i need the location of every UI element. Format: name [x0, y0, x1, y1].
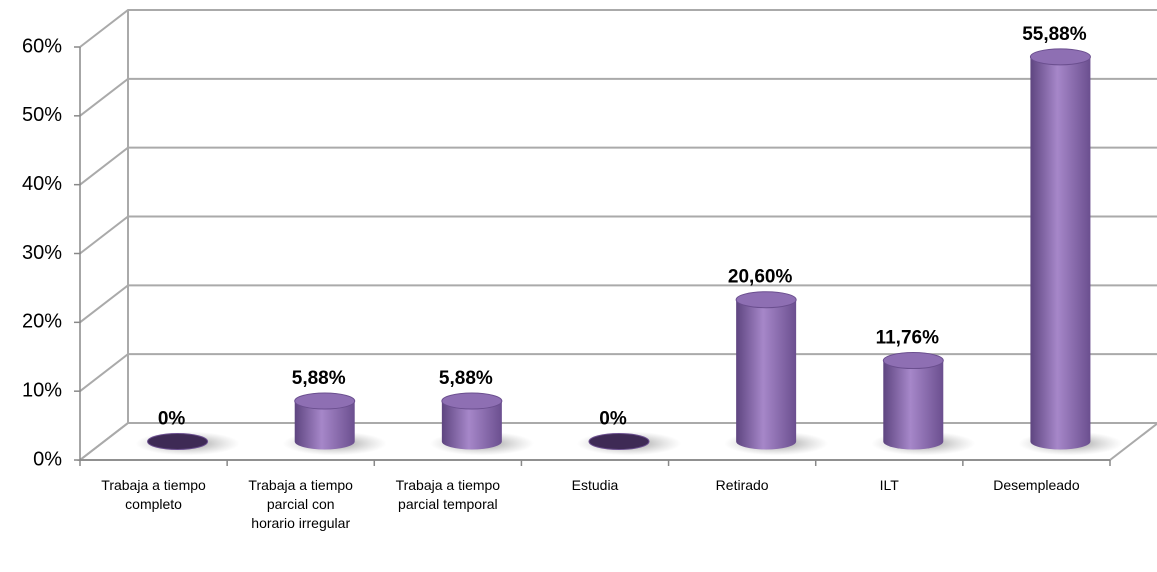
x-tick-label: Trabaja a tiempo parcial temporal [395, 477, 501, 512]
x-tick-label: Trabaja a tiempo parcial con horario irr… [248, 477, 353, 531]
value-label: 11,76% [876, 328, 939, 349]
bar [441, 392, 503, 450]
grid-line [79, 9, 1157, 48]
value-label: 55,88% [1022, 24, 1087, 45]
grid-line [79, 353, 1157, 392]
grid-line [79, 284, 1157, 324]
bar-top [735, 291, 797, 309]
y-tick-label: 0% [33, 448, 62, 470]
bar-body [883, 360, 944, 450]
y-tick-label: 60% [22, 35, 62, 57]
bar-top [147, 433, 209, 450]
bar-body [441, 401, 502, 450]
bar-top [294, 392, 356, 410]
value-label: 20,60% [728, 267, 793, 288]
y-tick-label: 20% [22, 311, 62, 333]
grid-line [79, 422, 1157, 461]
bar-top [441, 392, 503, 410]
bar [147, 433, 209, 450]
bar [1029, 48, 1091, 450]
x-tick-label: Trabaja a tiempo completo [101, 477, 206, 512]
y-tick-label: 10% [22, 379, 62, 401]
bar-top [588, 433, 650, 450]
bar-body [736, 299, 797, 450]
value-label: 0% [158, 409, 186, 430]
x-tick-label: Desempleado [993, 477, 1080, 493]
bar-body [294, 401, 355, 450]
bar [882, 352, 944, 450]
x-tick-label: Estudia [571, 477, 619, 493]
grid-line [79, 146, 1157, 186]
x-tick-label: ILT [879, 477, 899, 493]
x-tick-label: Retirado [715, 477, 769, 493]
y-tick-label: 50% [22, 104, 62, 126]
bar-top [1029, 48, 1091, 66]
bar [588, 433, 650, 450]
bar-top [882, 352, 944, 370]
bar [294, 392, 356, 450]
y-tick-label: 30% [22, 242, 62, 264]
bar-body [1030, 56, 1091, 450]
grid-line [79, 77, 1157, 117]
grid-line [79, 215, 1157, 255]
value-label: 5,88% [292, 368, 346, 389]
value-label: 5,88% [439, 368, 493, 389]
y-tick-label: 40% [22, 173, 62, 195]
value-label: 0% [599, 409, 627, 430]
bar [735, 291, 797, 450]
